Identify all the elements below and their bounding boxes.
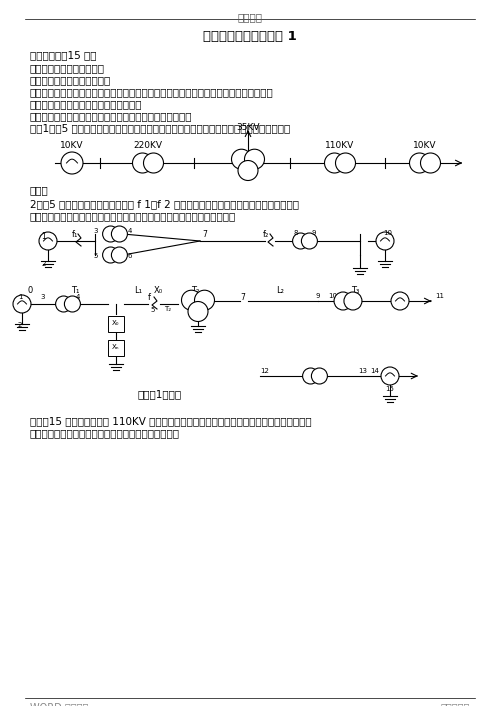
Text: 3: 3: [93, 228, 98, 234]
Text: T₁: T₁: [71, 286, 79, 295]
Text: T₂: T₂: [164, 306, 172, 312]
Circle shape: [381, 367, 399, 385]
Circle shape: [324, 153, 344, 173]
Text: 220KV: 220KV: [134, 141, 162, 150]
Text: 11: 11: [435, 293, 444, 299]
Text: 影响系统电压的因素有哪些？: 影响系统电压的因素有哪些？: [30, 75, 111, 85]
Text: 4: 4: [76, 294, 80, 300]
Text: 3: 3: [40, 294, 44, 300]
Text: 7: 7: [202, 230, 207, 239]
Circle shape: [61, 152, 83, 174]
Text: T₂: T₂: [191, 286, 199, 295]
Text: 9: 9: [312, 230, 316, 236]
Circle shape: [112, 247, 128, 263]
Circle shape: [244, 149, 264, 169]
Text: 应的零序等值电路。（略去各元件电阻和所有对地导纳及变压器励磁导纳）: 应的零序等值电路。（略去各元件电阻和所有对地导纳及变压器励磁导纳）: [30, 211, 236, 221]
Circle shape: [102, 226, 118, 242]
Circle shape: [391, 292, 409, 310]
Circle shape: [376, 232, 394, 250]
Text: 专业资料: 专业资料: [238, 12, 262, 22]
Text: f₁: f₁: [72, 230, 78, 239]
Text: f: f: [148, 293, 151, 302]
Text: 7: 7: [240, 293, 245, 302]
Text: T₃: T₃: [306, 368, 313, 374]
Circle shape: [302, 368, 318, 384]
Circle shape: [194, 290, 214, 310]
Text: 9: 9: [315, 293, 320, 299]
Circle shape: [336, 153, 355, 173]
Circle shape: [182, 290, 202, 310]
Text: 5: 5: [150, 307, 154, 313]
Text: 电网互联的优缺点是什么？: 电网互联的优缺点是什么？: [30, 63, 105, 73]
Bar: [108, 316, 124, 332]
Circle shape: [64, 296, 80, 312]
Text: 0: 0: [28, 286, 32, 295]
Text: Xₙ: Xₙ: [112, 344, 120, 350]
Text: 电力系统分析基础试卷 1: 电力系统分析基础试卷 1: [203, 30, 297, 43]
Circle shape: [302, 233, 318, 249]
Text: 下载可编辑: 下载可编辑: [440, 702, 470, 706]
Text: 35KV: 35KV: [236, 123, 260, 132]
Text: 8: 8: [293, 230, 298, 236]
Circle shape: [102, 247, 118, 263]
Circle shape: [39, 232, 57, 250]
Circle shape: [112, 226, 128, 242]
Circle shape: [56, 296, 72, 312]
Text: 13: 13: [358, 368, 367, 374]
Text: 15: 15: [386, 386, 394, 392]
Text: 6: 6: [128, 253, 132, 259]
Circle shape: [420, 153, 440, 173]
Circle shape: [232, 149, 252, 169]
Text: 10: 10: [328, 293, 337, 299]
Circle shape: [334, 292, 352, 310]
Text: L₁: L₁: [134, 286, 142, 295]
Text: 三、（15 分）额定电压为 110KV 的辐射型电力网，参数如图所示，求功率分布和各母线电压: 三、（15 分）额定电压为 110KV 的辐射型电力网，参数如图所示，求功率分布…: [30, 416, 312, 426]
Text: 12: 12: [260, 368, 269, 374]
Text: 5: 5: [93, 253, 98, 259]
Circle shape: [410, 153, 430, 173]
Text: 在复杂电力系统潮流的计算机算法中，节点被分为几种类型，已知数和未知数各是什么？: 在复杂电力系统潮流的计算机算法中，节点被分为几种类型，已知数和未知数各是什么？: [30, 87, 274, 97]
Text: 10KV: 10KV: [413, 141, 437, 150]
Text: 三、（1）题图: 三、（1）题图: [138, 389, 182, 399]
Circle shape: [344, 292, 362, 310]
Circle shape: [292, 233, 308, 249]
Text: X₀: X₀: [112, 320, 120, 326]
Circle shape: [13, 295, 31, 313]
Circle shape: [132, 153, 152, 173]
Text: 4: 4: [128, 228, 132, 234]
Text: 1: 1: [42, 232, 46, 241]
Text: T₃: T₃: [351, 286, 359, 295]
Text: 一、简答题（15 分）: 一、简答题（15 分）: [30, 50, 96, 60]
Circle shape: [144, 153, 164, 173]
Text: 1: 1: [18, 294, 22, 300]
Text: 等级）: 等级）: [30, 185, 49, 195]
Text: 电力系统的调压措施和调压方式有哪些？: 电力系统的调压措施和调压方式有哪些？: [30, 99, 142, 109]
Circle shape: [238, 160, 258, 181]
Text: 2: 2: [42, 261, 46, 267]
Text: 110KV: 110KV: [326, 141, 354, 150]
Text: （注：必须考虑功率损耗，不计电压降落的横分量）。: （注：必须考虑功率损耗，不计电压降落的横分量）。: [30, 428, 180, 438]
Text: WORD 完美格式: WORD 完美格式: [30, 702, 88, 706]
Text: 什么是短路冲击电流？产生冲击电流最恶劣的条件有哪些？: 什么是短路冲击电流？产生冲击电流最恶劣的条件有哪些？: [30, 111, 192, 121]
Text: 2: 2: [18, 322, 22, 328]
Text: f₂: f₂: [263, 230, 269, 239]
Text: X₀: X₀: [154, 286, 162, 295]
Bar: [108, 340, 124, 356]
Text: 14: 14: [370, 368, 379, 374]
Text: 10KV: 10KV: [60, 141, 84, 150]
Text: L₂: L₂: [276, 286, 284, 295]
Circle shape: [188, 301, 208, 321]
Circle shape: [312, 368, 328, 384]
Text: 2、（5 分）系统接线如图所示，当 f 1、f 2 点分别发生不对称接地短路故障时，试作出相: 2、（5 分）系统接线如图所示，当 f 1、f 2 点分别发生不对称接地短路故障…: [30, 199, 299, 209]
Text: 10: 10: [383, 230, 392, 236]
Text: 二、1、（5 分）标出图中发电机和变压器两侧的额定电压（图中所注电压是线路的额定电压: 二、1、（5 分）标出图中发电机和变压器两侧的额定电压（图中所注电压是线路的额定…: [30, 123, 290, 133]
